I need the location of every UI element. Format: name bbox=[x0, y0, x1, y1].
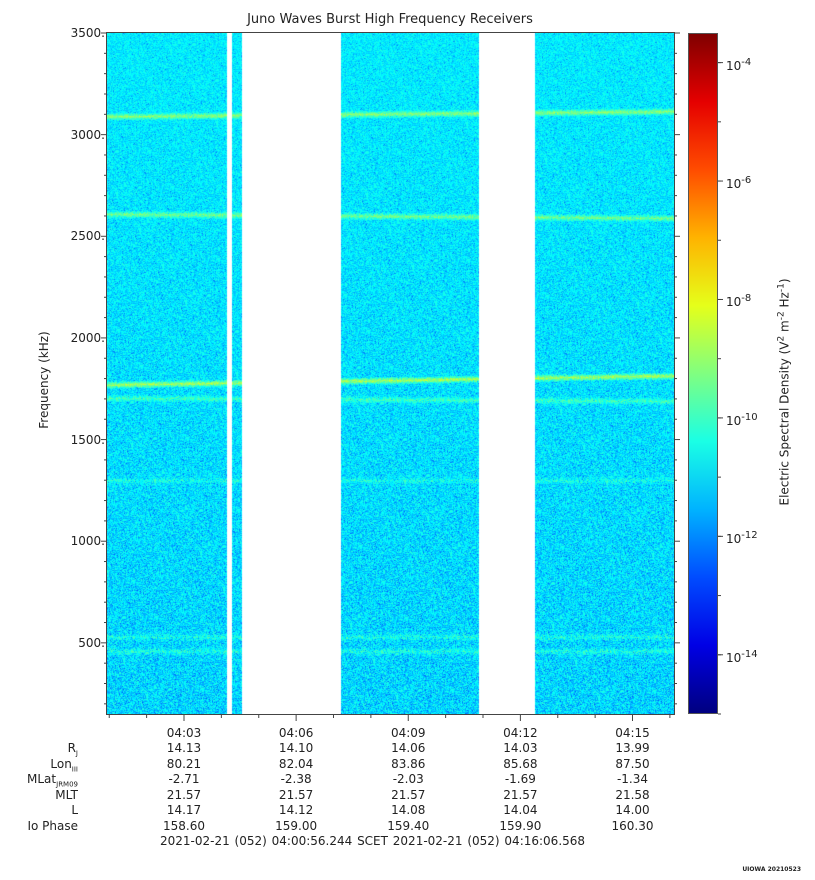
ephemeris-row-label: MLT bbox=[55, 787, 78, 802]
colorbar-tick-label: 10-8 bbox=[726, 293, 752, 310]
y-tick-label: 2500. bbox=[70, 229, 105, 244]
colorbar-tick-label: 10-4 bbox=[726, 56, 752, 73]
ephemeris-row-label: MLatJRM09 bbox=[27, 772, 78, 789]
ephemeris-value: 83.86 bbox=[391, 756, 426, 771]
colorbar-label: Electric Spectral Density (V2 m-2 Hz-1) bbox=[776, 278, 792, 506]
colorbar-tick-label: 10-12 bbox=[726, 530, 758, 547]
ephemeris-value: 14.06 bbox=[391, 741, 426, 755]
ephemeris-value: 21.57 bbox=[391, 787, 426, 802]
x-tick-label: 04:09 bbox=[390, 726, 426, 740]
ephemeris-row-label: L bbox=[71, 803, 78, 818]
spectrogram-plot bbox=[107, 33, 674, 714]
ephemeris-value: 21.57 bbox=[166, 787, 202, 802]
y-tick-label: 500. bbox=[78, 635, 105, 650]
ephemeris-value: 14.13 bbox=[166, 741, 202, 755]
colorbar-tick-label: 10-14 bbox=[726, 648, 758, 665]
ephemeris-row-label: Io Phase bbox=[27, 819, 78, 833]
x-tick-label: 04:12 bbox=[503, 726, 538, 740]
x-tick-label: 04:06 bbox=[278, 726, 314, 740]
ephemeris-value: 159.40 bbox=[387, 819, 430, 833]
ephemeris-row-label: RJ bbox=[67, 741, 78, 758]
y-tick-label: 1500. bbox=[70, 432, 105, 447]
colorbar-tick-label: 10-6 bbox=[726, 175, 752, 192]
ephemeris-value: -2.03 bbox=[392, 772, 424, 787]
ephemeris-value: -2.71 bbox=[168, 772, 200, 787]
time-range-label: 2021-02-21 (052) 04:00:56.244 SCET 2021-… bbox=[160, 834, 586, 848]
ephemeris-value: 21.58 bbox=[615, 787, 650, 802]
ephemeris-value: 160.30 bbox=[611, 819, 654, 833]
x-tick-label: 04:15 bbox=[615, 726, 650, 740]
ephemeris-value: 159.90 bbox=[499, 819, 542, 833]
ephemeris-value: 21.57 bbox=[503, 787, 538, 802]
ephemeris-value: 87.50 bbox=[615, 756, 650, 771]
ephemeris-value: 14.04 bbox=[503, 803, 538, 818]
ephemeris-value: 14.12 bbox=[278, 803, 314, 818]
ephemeris-value: 14.08 bbox=[391, 803, 426, 818]
ephemeris-value: -1.34 bbox=[616, 772, 649, 787]
y-tick-label: 3000. bbox=[70, 127, 105, 142]
y-tick-label: 2000. bbox=[70, 330, 105, 345]
ephemeris-value: -1.69 bbox=[504, 772, 536, 787]
ephemeris-value: 158.60 bbox=[162, 819, 205, 833]
y-tick-label: 1000. bbox=[70, 534, 105, 549]
ephemeris-value: -2.38 bbox=[280, 772, 312, 787]
ephemeris-value: 159.00 bbox=[275, 819, 318, 833]
ephemeris-value: 82.04 bbox=[278, 756, 314, 771]
ephemeris-value: 80.21 bbox=[166, 756, 202, 771]
spectrogram-heatmap bbox=[107, 33, 674, 714]
ephemeris-value: 14.00 bbox=[615, 803, 650, 818]
ephemeris-value: 14.03 bbox=[503, 741, 538, 755]
ephemeris-value: 14.17 bbox=[166, 803, 202, 818]
chart-title: Juno Waves Burst High Frequency Receiver… bbox=[247, 12, 533, 27]
ephemeris-row-label: LonIII bbox=[50, 756, 78, 773]
ephemeris-value: 21.57 bbox=[278, 787, 314, 802]
colorbar bbox=[688, 33, 718, 714]
y-axis-label: Frequency (kHz) bbox=[37, 331, 51, 429]
credit-label: UIOWA 20210523 bbox=[742, 866, 801, 873]
ephemeris-value: 14.10 bbox=[278, 741, 314, 755]
ephemeris-value: 13.99 bbox=[615, 741, 650, 755]
x-tick-label: 04:03 bbox=[166, 726, 202, 740]
ephemeris-value: 85.68 bbox=[503, 756, 538, 771]
y-tick-label: 3500. bbox=[70, 26, 105, 40]
colorbar-tick-label: 10-10 bbox=[726, 411, 758, 428]
